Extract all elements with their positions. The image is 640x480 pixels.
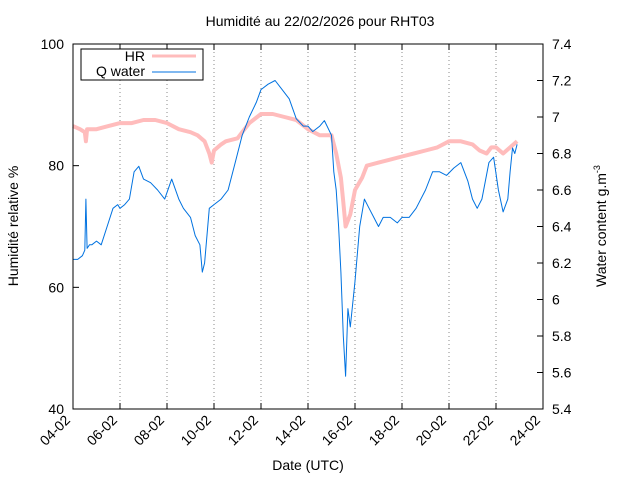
y-right-tick-label: 6.4 [552, 219, 572, 235]
y-right-tick-label: 6.2 [552, 255, 572, 271]
chart-title: Humidité au 22/02/2026 pour RHT03 [206, 13, 435, 29]
legend-label-hr: HR [125, 48, 145, 64]
y-right-tick-label: 5.4 [552, 401, 572, 417]
y-right-tick-label: 5.8 [552, 328, 572, 344]
x-axis-label: Date (UTC) [272, 457, 344, 473]
legend-label-q-water: Q water [96, 63, 145, 79]
series-line-q-water [73, 80, 518, 377]
x-tick-label: 20-02 [412, 412, 449, 449]
y-left-tick-label: 60 [48, 279, 64, 295]
x-tick-label: 08-02 [130, 412, 167, 449]
y-right-axis-label: Water content g.m-3 [592, 165, 609, 287]
x-tick-label: 04-02 [36, 412, 73, 449]
y-left-axis-ticks: 40 60 80 100 [41, 36, 79, 417]
x-tick-label: 22-02 [459, 412, 496, 449]
x-tick-label: 18-02 [365, 412, 402, 449]
y-right-tick-label: 7 [552, 109, 560, 125]
y-right-tick-label: 5.6 [552, 365, 572, 381]
y-right-tick-label: 6.8 [552, 146, 572, 162]
x-axis-ticks: 04-02 06-02 08-02 10-02 12-02 14-02 16-02 18-02… [36, 44, 544, 449]
y-right-axis-label-text: Water content g.m [593, 173, 609, 287]
x-tick-label: 10-02 [177, 412, 214, 449]
x-tick-label: 06-02 [83, 412, 120, 449]
series-layer [72, 80, 519, 377]
y-right-tick-label: 6 [552, 292, 560, 308]
y-right-axis-label-superscript: -3 [592, 165, 602, 173]
y-right-tick-label: 6.6 [552, 182, 572, 198]
legend-box [80, 48, 204, 81]
x-tick-label: 12-02 [224, 412, 261, 449]
y-right-tick-label: 7.4 [552, 36, 572, 52]
y-left-axis-label: Humidité relative % [5, 166, 21, 287]
y-left-tick-label: 40 [48, 401, 64, 417]
x-tick-label: 14-02 [271, 412, 308, 449]
y-right-axis-ticks: 5.4 5.6 5.8 6 6.2 6.4 6.6 6.8 7 7.2 7.4 [537, 36, 572, 417]
y-left-tick-label: 80 [48, 158, 64, 174]
x-tick-label: 16-02 [318, 412, 355, 449]
series-line-hr [72, 112, 519, 229]
y-left-tick-label: 100 [41, 36, 65, 52]
grid-lines [119, 44, 497, 409]
plot-border [72, 43, 544, 410]
x-tick-label: 24-02 [506, 412, 543, 449]
legend: HR Q water [80, 48, 204, 81]
y-right-tick-label: 7.2 [552, 73, 572, 89]
